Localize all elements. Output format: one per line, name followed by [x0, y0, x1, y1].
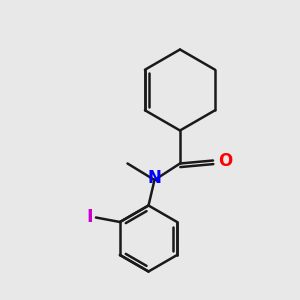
- Text: I: I: [86, 208, 93, 226]
- Text: N: N: [148, 169, 161, 188]
- Text: O: O: [218, 152, 233, 169]
